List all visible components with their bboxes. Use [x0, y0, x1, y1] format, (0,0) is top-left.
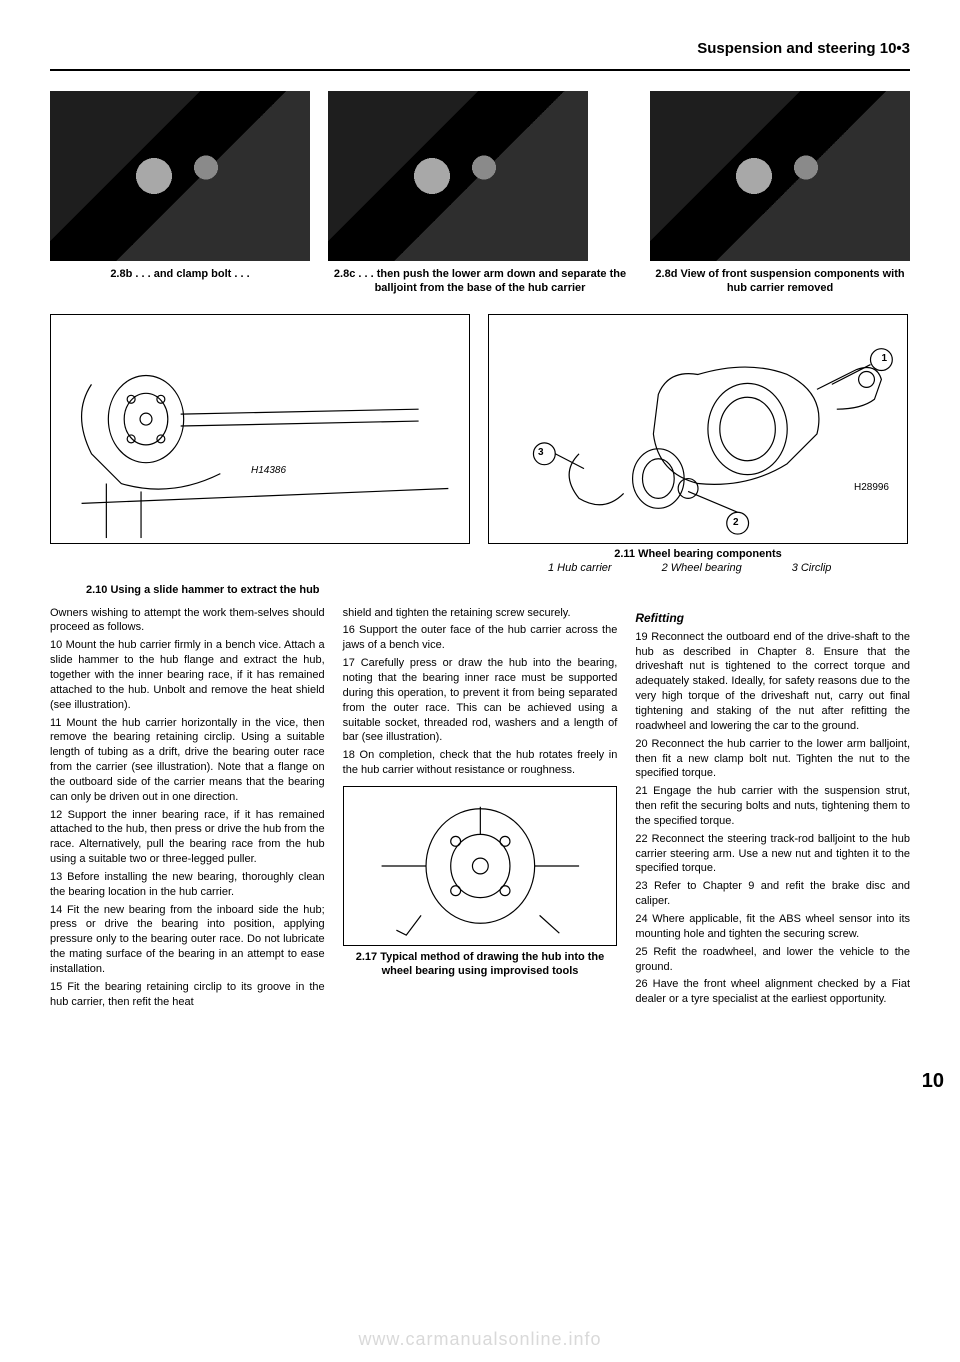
mid-figure-row: H14386 [50, 314, 910, 574]
para: 13 Before installing the new bearing, th… [50, 870, 325, 900]
fig-2-17-caption: 2.17 Typical method of drawing the hub i… [343, 950, 618, 979]
column-2: shield and tighten the retaining screw s… [343, 606, 618, 1013]
body-columns: Owners wishing to attempt the work them-… [50, 606, 910, 1013]
para: 11 Mount the hub carrier horizontally in… [50, 716, 325, 805]
fig-2-17-drawing [343, 786, 618, 946]
fig-2-11-caption: 2.11 Wheel bearing components [488, 548, 908, 560]
fig-2-8c-caption: 2.8c . . . then push the lower arm down … [328, 267, 632, 296]
column-1: Owners wishing to attempt the work them-… [50, 606, 325, 1013]
callout-3: 3 [538, 447, 544, 458]
watermark: www.carmanualsonline.info [0, 1329, 960, 1350]
legend-1: 1 Hub carrier [548, 562, 612, 574]
para: 20 Reconnect the hub carrier to the lowe… [635, 737, 910, 782]
callout-1: 1 [881, 353, 887, 364]
fig-2-8b: 2.8b . . . and clamp bolt . . . [50, 91, 310, 296]
fig-2-11-drawing: 1 2 3 H28996 [488, 314, 908, 544]
fig-2-10-caption: 2.10 Using a slide hammer to extract the… [86, 584, 910, 596]
page-header: Suspension and steering 10•3 [50, 40, 910, 57]
chapter-tab: 10 [922, 1070, 944, 1093]
fig-2-8d: 2.8d View of front suspension components… [650, 91, 910, 296]
para: 17 Carefully press or draw the hub into … [343, 656, 618, 745]
fig-2-8d-caption: 2.8d View of front suspension components… [650, 267, 910, 296]
fig-2-11-legend: 1 Hub carrier 2 Wheel bearing 3 Circlip [548, 562, 908, 574]
legend-2: 2 Wheel bearing [662, 562, 742, 574]
para: 12 Support the inner bearing race, if it… [50, 808, 325, 867]
fig-2-10-container: H14386 [50, 314, 470, 574]
fig-2-11-container: 1 2 3 H28996 2.11 Wheel bearing componen… [488, 314, 908, 574]
fig-2-8b-caption: 2.8b . . . and clamp bolt . . . [50, 267, 310, 281]
fig-2-8d-image [650, 91, 910, 261]
para: 21 Engage the hub carrier with the suspe… [635, 784, 910, 829]
para: 14 Fit the new bearing from the inboard … [50, 903, 325, 977]
para: Owners wishing to attempt the work them-… [50, 606, 325, 636]
fig-2-11-partno: H28996 [854, 482, 889, 493]
fig-2-8c: 2.8c . . . then push the lower arm down … [328, 91, 632, 296]
para: 10 Mount the hub carrier firmly in a ben… [50, 638, 325, 712]
top-figure-row: 2.8b . . . and clamp bolt . . . 2.8c . .… [50, 91, 910, 296]
column-3: Refitting 19 Reconnect the outboard end … [635, 606, 910, 1013]
fig-2-8c-image [328, 91, 588, 261]
para: 25 Refit the roadwheel, and lower the ve… [635, 945, 910, 975]
header-rule [50, 69, 910, 71]
para: 26 Have the front wheel alignment checke… [635, 977, 910, 1007]
para: shield and tighten the retaining screw s… [343, 606, 618, 621]
para: 24 Where applicable, fit the ABS wheel s… [635, 912, 910, 942]
para: 16 Support the outer face of the hub car… [343, 623, 618, 653]
fig-2-10-marking: H14386 [251, 465, 286, 476]
para: 18 On completion, check that the hub rot… [343, 748, 618, 778]
refitting-heading: Refitting [635, 610, 910, 626]
para: 22 Reconnect the steering track-rod ball… [635, 832, 910, 877]
fig-2-8b-image [50, 91, 310, 261]
para: 15 Fit the bearing retaining circlip to … [50, 980, 325, 1010]
callout-2: 2 [733, 517, 739, 528]
para: 23 Refer to Chapter 9 and refit the brak… [635, 879, 910, 909]
para: 19 Reconnect the outboard end of the dri… [635, 630, 910, 734]
fig-2-10-drawing: H14386 [50, 314, 470, 544]
legend-3: 3 Circlip [792, 562, 832, 574]
